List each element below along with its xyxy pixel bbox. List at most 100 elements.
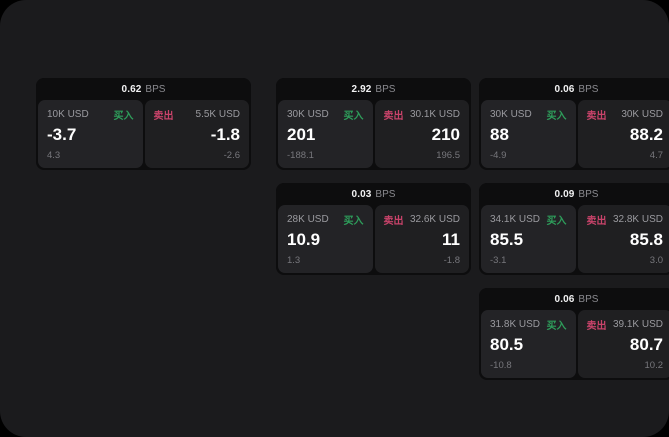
quote-card[interactable]: 0.09 BPS 34.1K USD 买入 85.5 -3.1 卖出 32.8K USD 85.… (479, 183, 669, 275)
quote-card[interactable]: 0.06 BPS 30K USD 买入 88 -4.9 卖出 30K USD 88.2 4.7 (479, 78, 669, 170)
sell-side-panel[interactable]: 卖出 5.5K USD -1.8 -2.6 (144, 100, 249, 168)
quote-card[interactable]: 0.62 BPS 10K USD 买入 -3.7 4.3 卖出 5.5K USD -1.8 -2.… (36, 78, 251, 170)
sell-price: 11 (442, 230, 460, 249)
buy-size-label: 28K USD (287, 213, 329, 225)
bps-value: 2.92 (351, 83, 372, 95)
bps-value: 0.03 (351, 188, 372, 200)
buy-side-header: 28K USD 买入 (287, 213, 364, 227)
card-header: 2.92 BPS (276, 78, 471, 100)
buy-price: 88 (490, 125, 509, 144)
bps-unit-label: BPS (375, 83, 396, 95)
sell-action-label: 卖出 (586, 320, 607, 332)
buy-side-panel[interactable]: 34.1K USD 买入 85.5 -3.1 (481, 205, 576, 273)
sell-size-label: 32.8K USD (612, 213, 663, 225)
sell-action-label: 卖出 (586, 110, 607, 122)
quote-card[interactable]: 0.06 BPS 31.8K USD 买入 80.5 -10.8 卖出 39.1K USD 80… (479, 288, 669, 380)
sell-side-header: 卖出 30K USD (586, 108, 664, 122)
bps-value: 0.06 (554, 293, 575, 305)
sell-size-label: 32.6K USD (409, 213, 460, 225)
sell-action-label: 卖出 (586, 215, 607, 227)
sell-delta: -1.8 (443, 255, 460, 266)
buy-delta: -3.1 (490, 255, 507, 266)
buy-side-panel[interactable]: 28K USD 买入 10.9 1.3 (278, 205, 373, 273)
buy-side-panel[interactable]: 31.8K USD 买入 80.5 -10.8 (481, 310, 576, 378)
sell-size-label: 30K USD (621, 108, 663, 120)
card-body: 10K USD 买入 -3.7 4.3 卖出 5.5K USD -1.8 -2.6 (36, 100, 251, 170)
sell-side-header: 卖出 32.8K USD (586, 213, 664, 227)
buy-size-label: 34.1K USD (490, 213, 541, 225)
sell-price: 210 (431, 125, 460, 144)
bps-unit-label: BPS (145, 83, 166, 95)
buy-side-header: 34.1K USD 买入 (490, 213, 567, 227)
bps-unit-label: BPS (578, 293, 599, 305)
sell-delta: 196.5 (436, 150, 460, 161)
sell-delta: 3.0 (649, 255, 663, 266)
card-header: 0.06 BPS (479, 288, 669, 310)
sell-action-label: 卖出 (383, 215, 404, 227)
bps-unit-label: BPS (578, 83, 599, 95)
card-body: 31.8K USD 买入 80.5 -10.8 卖出 39.1K USD 80.7 10.2 (479, 310, 669, 380)
card-body: 30K USD 买入 88 -4.9 卖出 30K USD 88.2 4.7 (479, 100, 669, 170)
buy-delta: -4.9 (490, 150, 507, 161)
buy-price: 85.5 (490, 230, 524, 249)
buy-action-label: 买入 (343, 215, 364, 227)
card-header: 0.62 BPS (36, 78, 251, 100)
sell-price: -1.8 (210, 125, 240, 144)
card-body: 34.1K USD 买入 85.5 -3.1 卖出 32.8K USD 85.8 3.0 (479, 205, 669, 275)
quote-card-grid: 0.62 BPS 10K USD 买入 -3.7 4.3 卖出 5.5K USD -1.8 -2.… (36, 78, 669, 390)
sell-side-panel[interactable]: 卖出 30.1K USD 210 196.5 (374, 100, 469, 168)
buy-side-header: 31.8K USD 买入 (490, 318, 567, 332)
buy-side-header: 30K USD 买入 (490, 108, 567, 122)
bps-unit-label: BPS (375, 188, 396, 200)
bps-value: 0.09 (554, 188, 575, 200)
sell-side-panel[interactable]: 卖出 39.1K USD 80.7 10.2 (577, 310, 669, 378)
sell-delta: 10.2 (644, 360, 664, 371)
quote-card[interactable]: 2.92 BPS 30K USD 买入 201 -188.1 卖出 30.1K USD 210 1… (276, 78, 471, 170)
card-body: 30K USD 买入 201 -188.1 卖出 30.1K USD 210 196.5 (276, 100, 471, 170)
buy-side-panel[interactable]: 30K USD 买入 88 -4.9 (481, 100, 576, 168)
buy-side-panel[interactable]: 10K USD 买入 -3.7 4.3 (38, 100, 143, 168)
buy-action-label: 买入 (546, 110, 567, 122)
sell-side-panel[interactable]: 卖出 30K USD 88.2 4.7 (577, 100, 669, 168)
quote-card[interactable]: 0.03 BPS 28K USD 买入 10.9 1.3 卖出 32.6K USD 11 -1.8 (276, 183, 471, 275)
buy-size-label: 30K USD (490, 108, 532, 120)
buy-size-label: 10K USD (47, 108, 89, 120)
card-body: 28K USD 买入 10.9 1.3 卖出 32.6K USD 11 -1.8 (276, 205, 471, 275)
sell-side-header: 卖出 30.1K USD (383, 108, 461, 122)
sell-delta: -2.6 (223, 150, 240, 161)
buy-action-label: 买入 (546, 215, 567, 227)
sell-action-label: 卖出 (383, 110, 404, 122)
card-header: 0.09 BPS (479, 183, 669, 205)
buy-side-header: 30K USD 买入 (287, 108, 364, 122)
buy-side-panel[interactable]: 30K USD 买入 201 -188.1 (278, 100, 373, 168)
sell-size-label: 5.5K USD (195, 108, 240, 120)
bps-value: 0.06 (554, 83, 575, 95)
sell-side-header: 卖出 32.6K USD (383, 213, 461, 227)
bps-unit-label: BPS (578, 188, 599, 200)
sell-price: 85.8 (629, 230, 663, 249)
sell-price: 88.2 (629, 125, 663, 144)
sell-side-panel[interactable]: 卖出 32.8K USD 85.8 3.0 (577, 205, 669, 273)
buy-side-header: 10K USD 买入 (47, 108, 134, 122)
sell-delta: 4.7 (649, 150, 663, 161)
buy-price: -3.7 (47, 125, 77, 144)
buy-delta: 1.3 (287, 255, 301, 266)
buy-price: 80.5 (490, 335, 524, 354)
bps-value: 0.62 (121, 83, 142, 95)
buy-action-label: 买入 (546, 320, 567, 332)
buy-price: 10.9 (287, 230, 321, 249)
buy-action-label: 买入 (343, 110, 364, 122)
buy-delta: -10.8 (490, 360, 512, 371)
buy-price: 201 (287, 125, 316, 144)
sell-side-header: 卖出 39.1K USD (586, 318, 664, 332)
buy-delta: 4.3 (47, 150, 61, 161)
buy-size-label: 31.8K USD (490, 318, 541, 330)
sell-price: 80.7 (629, 335, 663, 354)
sell-side-header: 卖出 5.5K USD (154, 108, 241, 122)
sell-size-label: 39.1K USD (612, 318, 663, 330)
buy-delta: -188.1 (287, 150, 314, 161)
card-header: 0.03 BPS (276, 183, 471, 205)
sell-side-panel[interactable]: 卖出 32.6K USD 11 -1.8 (374, 205, 469, 273)
buy-size-label: 30K USD (287, 108, 329, 120)
